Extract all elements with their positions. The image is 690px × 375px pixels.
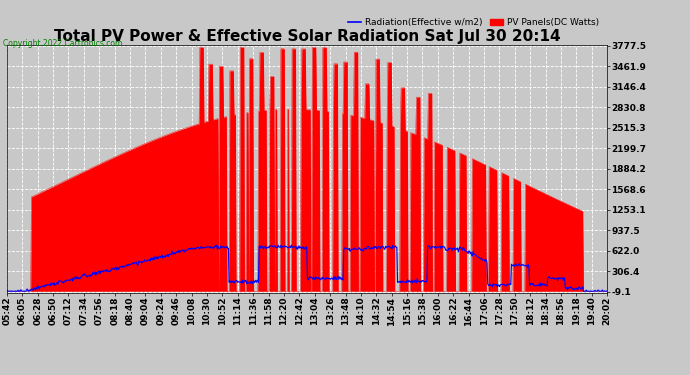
- Text: Copyright 2022 Cartronics.com: Copyright 2022 Cartronics.com: [3, 39, 123, 48]
- Legend: Radiation(Effective w/m2), PV Panels(DC Watts): Radiation(Effective w/m2), PV Panels(DC …: [344, 15, 602, 31]
- Title: Total PV Power & Effective Solar Radiation Sat Jul 30 20:14: Total PV Power & Effective Solar Radiati…: [54, 29, 560, 44]
